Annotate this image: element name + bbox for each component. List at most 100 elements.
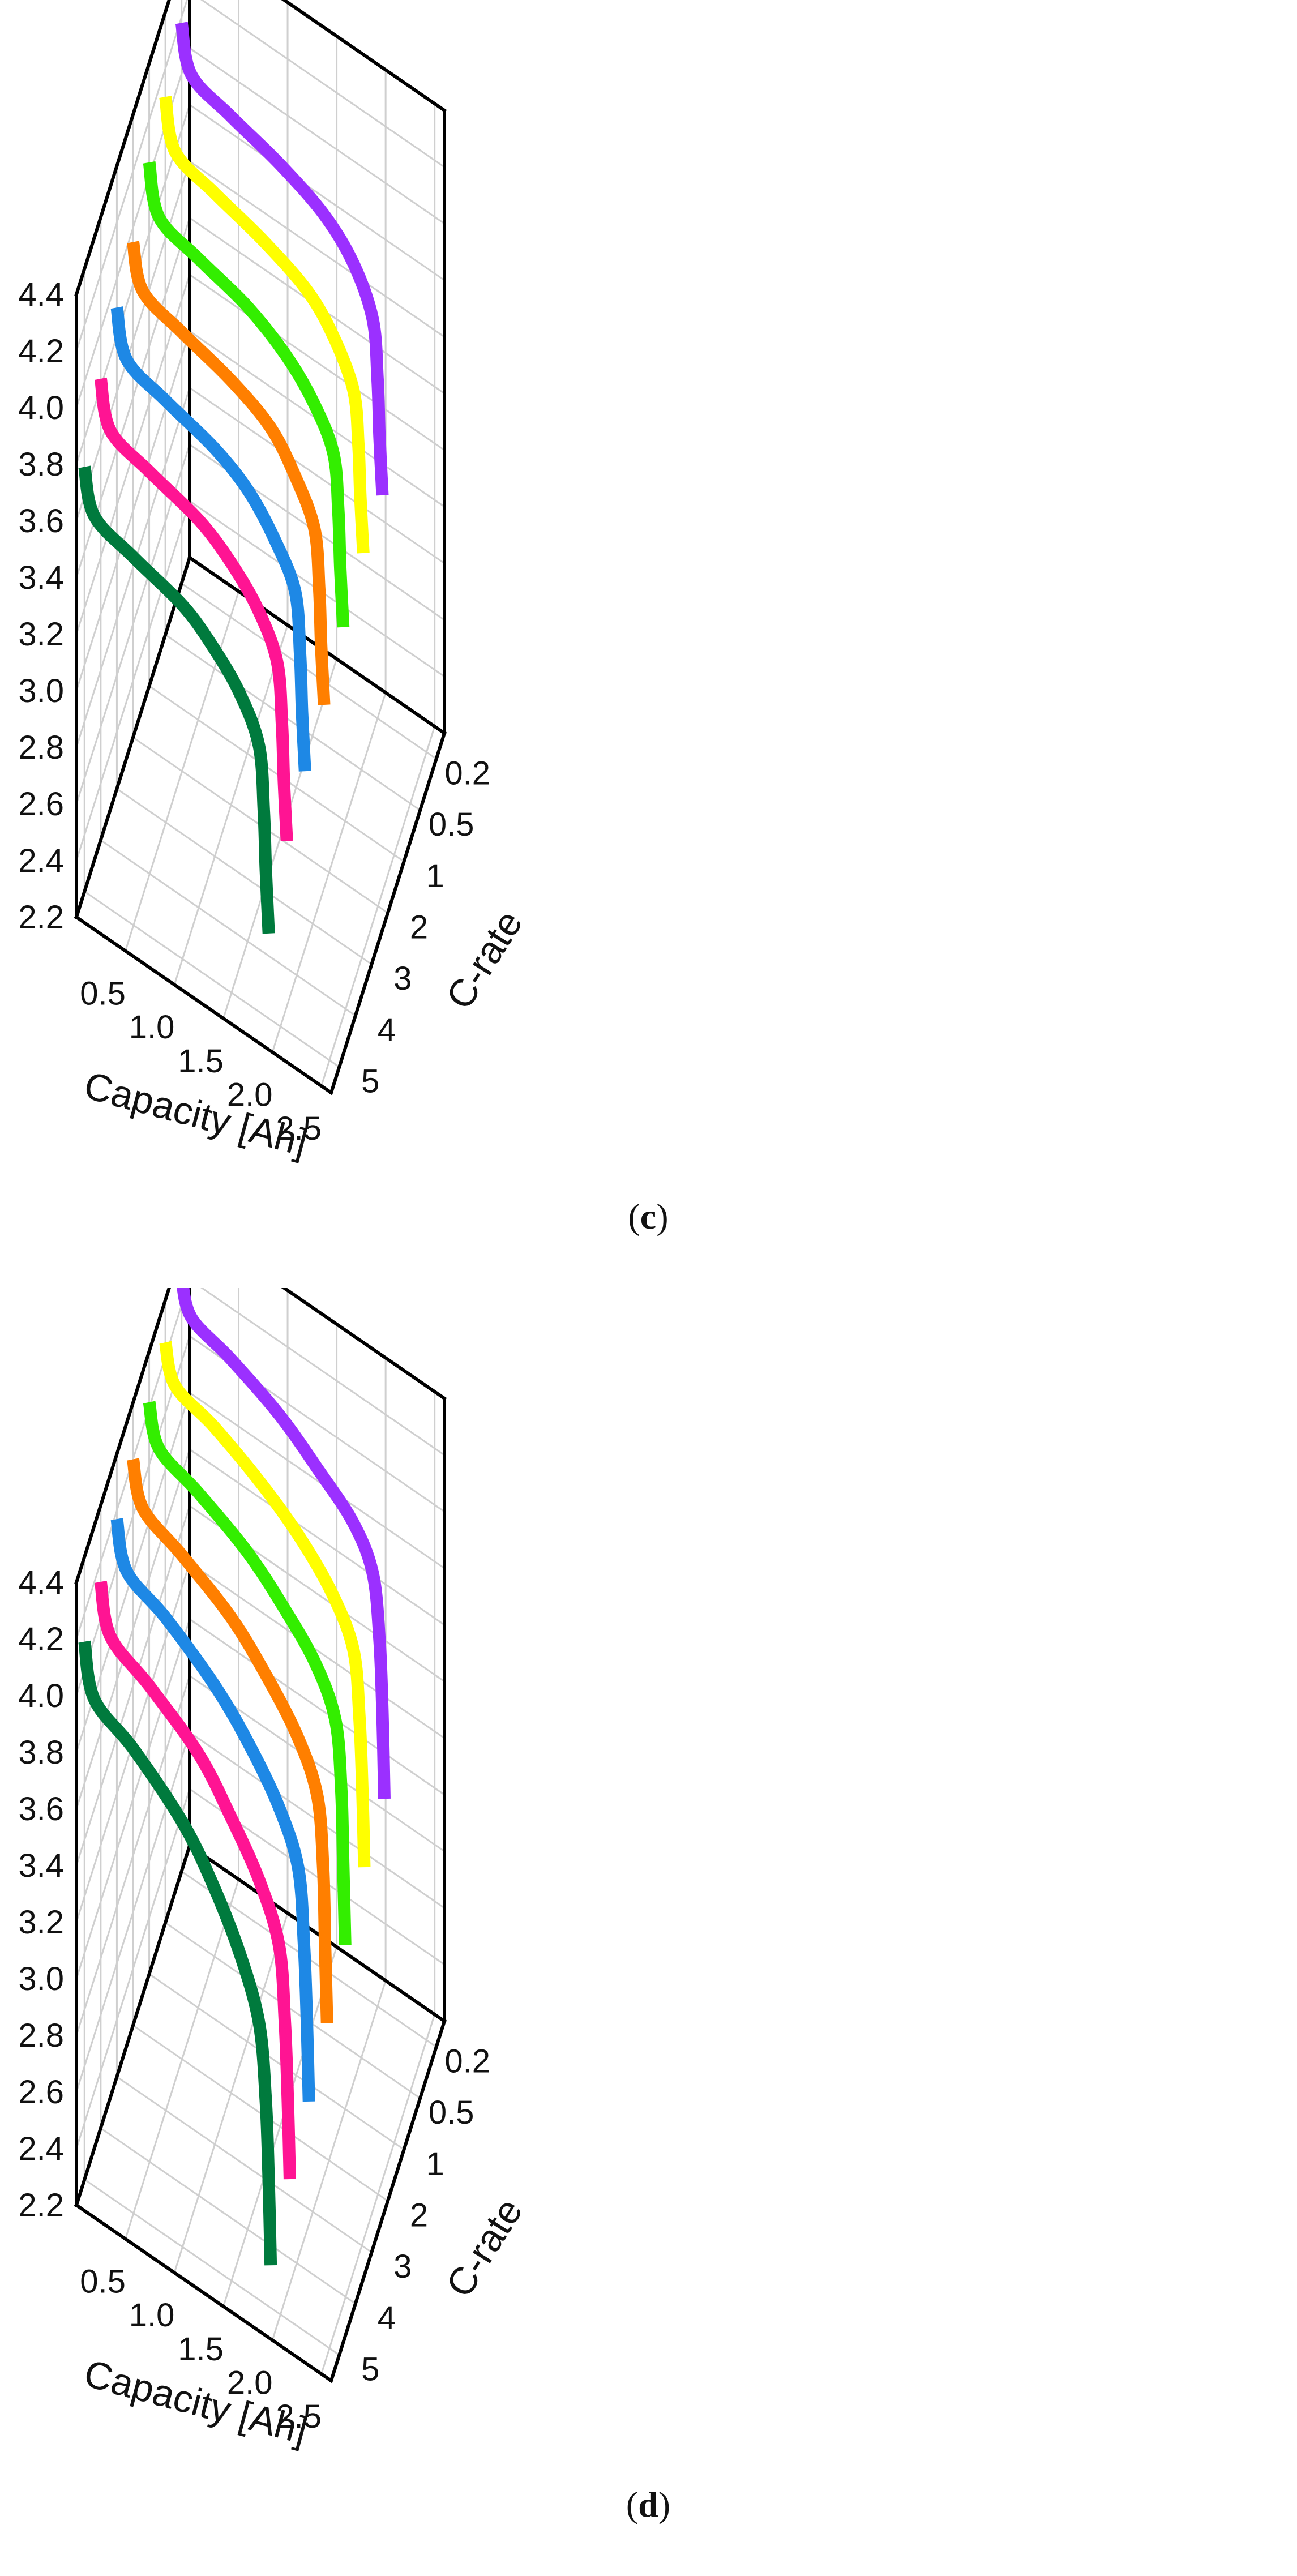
series-lines (78, 22, 389, 934)
caption-close: ) (658, 2484, 670, 2524)
y-tick-label: 4.4 (18, 276, 64, 313)
series-lines (78, 1288, 391, 2266)
grid-line-back-h (189, 104, 445, 281)
grid (75, 1288, 445, 2374)
x-axis-line (74, 2202, 334, 2384)
grid-line-back-h (189, 47, 445, 225)
grid-line-floor-z (116, 788, 373, 965)
y-tick-label: 4.2 (18, 1621, 64, 1658)
z-axis-label: C-rate (438, 2191, 531, 2305)
x-tick-label: 0.5 (80, 2263, 126, 2300)
z-tick-label: 2 (410, 909, 428, 946)
z-axis-label: C-rate (438, 903, 531, 1017)
grid-line-back-h (200, 0, 445, 168)
back-wall-top-edge (281, 1288, 447, 1401)
chart-panel-c: 2.2 2.4 2.6 2.8 3.0 3.2 3.4 3.6 3.8 4.0 4.2 4.4 0.5 1… (18, 0, 669, 1236)
y-tick-label: 2.6 (18, 786, 64, 823)
grid-line-floor-z (100, 2127, 356, 2305)
z-tick-label: 1 (426, 2146, 444, 2183)
grid-line-back-h (189, 160, 445, 338)
series-line-0_2C (177, 1288, 391, 1799)
caption-letter: c (640, 1196, 656, 1236)
grid-line-floor-z (84, 2179, 340, 2356)
x-tick-label: 1.5 (178, 2331, 224, 2368)
y-tick-label: 2.4 (18, 842, 64, 879)
grid-line-back-h (282, 1288, 445, 1400)
grid-line-back-h (189, 387, 445, 564)
y-tick-label: 2.4 (18, 2130, 64, 2167)
y-tick-label: 2.2 (18, 2187, 64, 2224)
caption-letter: d (638, 2484, 658, 2524)
y-tick-label: 3.6 (18, 503, 64, 540)
panel-caption: (d) (626, 2484, 670, 2524)
z-tick-label: 4 (378, 2300, 396, 2337)
series-line-5C (78, 465, 275, 934)
y-tick-label: 3.8 (18, 1734, 64, 1771)
series-line-5C (78, 1640, 277, 2266)
y-tick-label: 4.4 (18, 1564, 64, 1601)
grid-line-floor-z (84, 891, 340, 1068)
grid-line-floor-z (100, 839, 356, 1017)
y-tick-label: 3.2 (18, 1904, 64, 1941)
series-line-1C (143, 1401, 352, 1945)
series-line-3C (110, 306, 311, 772)
grid-line-back-h (189, 1561, 445, 1739)
grid-line-back-h (189, 1448, 445, 1626)
z-tick-label: 3 (393, 960, 412, 997)
back-wall-top-edge (281, 0, 447, 113)
z-tick-label: 0.5 (429, 2094, 474, 2131)
z-tick-label: 1 (426, 858, 444, 895)
z-tick-label: 0.2 (444, 2043, 490, 2079)
left-bottom-edge (74, 1843, 192, 2207)
series-line-1C (143, 161, 350, 628)
series-line-2C (127, 241, 331, 705)
x-tick-label: 0.5 (80, 975, 126, 1012)
series-line-3C (110, 1518, 315, 2102)
panel-caption: (c) (628, 1196, 668, 1236)
grid-line-floor-z (181, 583, 437, 760)
x-tick-label: 2.5 (276, 2398, 322, 2435)
left-wall-top-edge (74, 1288, 171, 1585)
x-tick-label: 2.0 (227, 2364, 273, 2401)
series-line-4C (94, 1581, 296, 2180)
y-tick-label: 3.8 (18, 446, 64, 483)
caption-open: ( (628, 1196, 640, 1236)
y-tick-label: 3.4 (18, 559, 64, 596)
y-tick-label: 3.0 (18, 1961, 64, 1997)
y-tick-label: 2.6 (18, 2074, 64, 2111)
y-tick-label: 2.8 (18, 2017, 64, 2054)
y-tick-label: 3.4 (18, 1847, 64, 1884)
grid-line-floor-z (165, 1922, 421, 2099)
grid-line-floor-z (148, 685, 405, 863)
y-tick-label: 3.0 (18, 673, 64, 709)
chart-d: 2.22.42.62.83.03.23.43.63.84.04.24.40.51… (18, 1288, 670, 2524)
z-tick-label: 3 (393, 2248, 412, 2285)
x-tick-label: 2.0 (227, 1076, 273, 1113)
grid-line-back-h (189, 273, 445, 451)
x-tick-label: 1.0 (129, 1009, 175, 1046)
chart-panel-d: 2.2 2.4 2.6 2.8 3.0 3.2 3.4 3.6 3.8 4.0 4.2 4.4 0.5 1… (0, 1288, 1297, 2576)
x-axis-line (74, 914, 334, 1096)
grid-line-back-h (189, 1618, 445, 1796)
series-line-2C (127, 1458, 333, 2023)
back-bottom-edge (187, 1843, 447, 2024)
left-bottom-edge (74, 555, 192, 919)
y-tick-label: 2.8 (18, 729, 64, 766)
x-tick-label: 1.0 (129, 2297, 175, 2334)
grid-line-back-h (200, 1288, 445, 1456)
y-tick-label: 4.0 (18, 1678, 64, 1714)
series-line-0_2C (175, 22, 389, 496)
chart-c: 2.22.42.62.83.03.23.43.63.84.04.24.40.51… (18, 0, 669, 1236)
y-tick-label: 3.2 (18, 616, 64, 653)
grid-line-back-h (282, 0, 445, 112)
z-tick-label: 4 (378, 1012, 396, 1049)
y-tick-label: 3.6 (18, 1791, 64, 1828)
x-tick-label: 1.5 (178, 1043, 224, 1080)
z-tick-label: 5 (361, 1063, 379, 1100)
grid-line-floor-z (148, 1973, 405, 2151)
z-tick-label: 2 (410, 2197, 428, 2234)
z-axis-line (329, 2019, 447, 2383)
z-tick-label: 0.5 (429, 806, 474, 843)
y-tick-label: 4.0 (18, 390, 64, 426)
grid (75, 0, 445, 1086)
